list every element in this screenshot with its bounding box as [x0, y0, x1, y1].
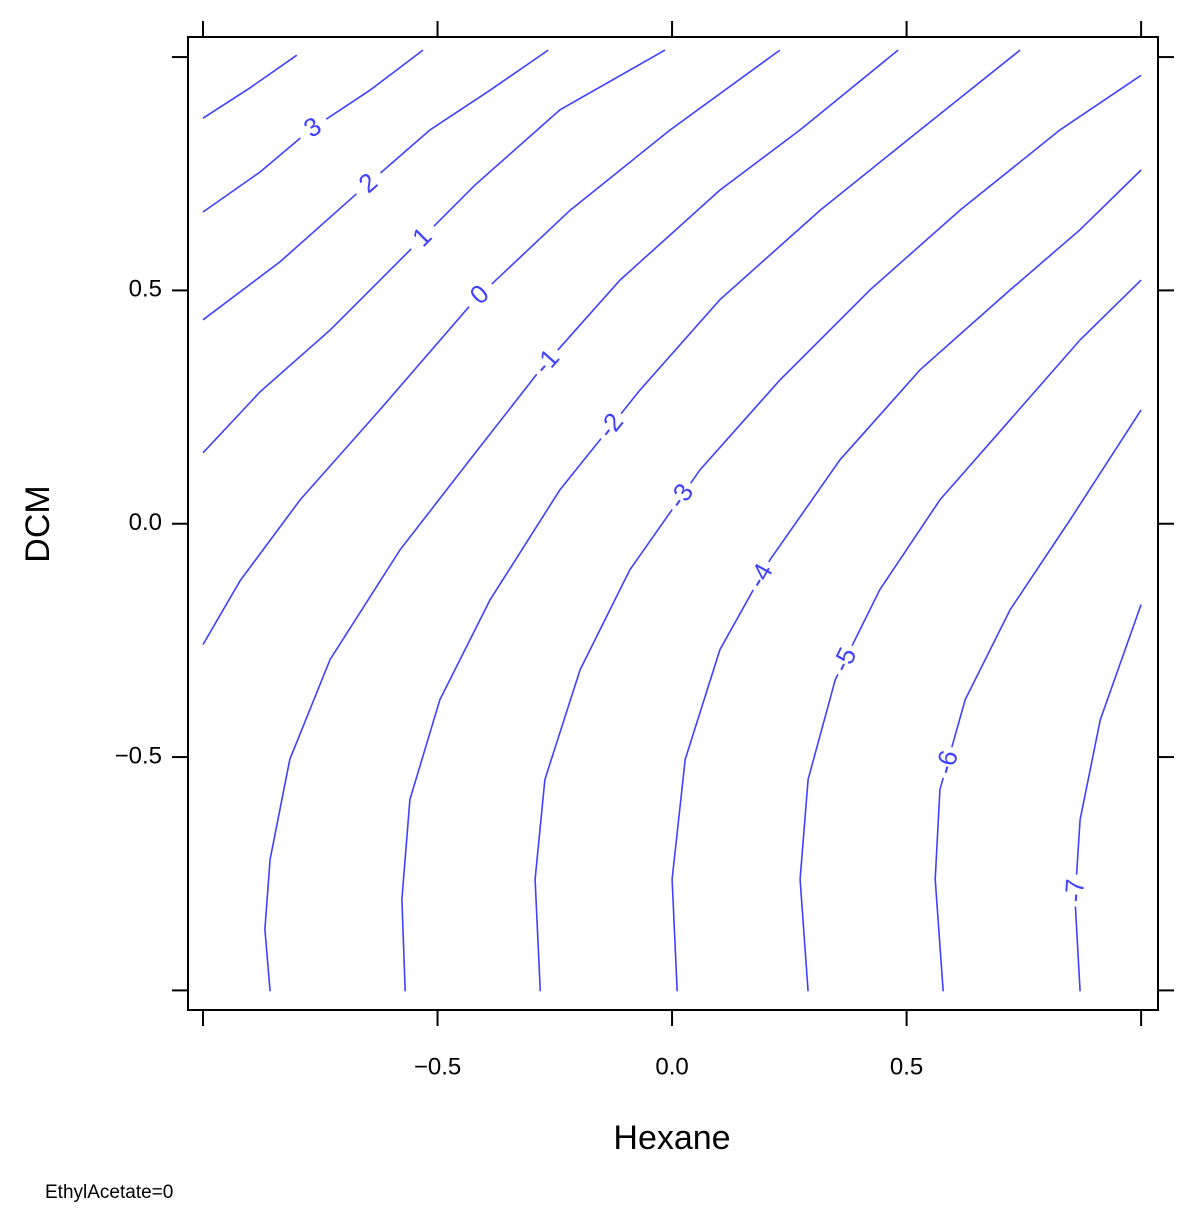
- x-tick-label: 0.5: [890, 1053, 923, 1080]
- contour-label-bg: [1061, 873, 1090, 908]
- contour-label-bg: [459, 274, 501, 316]
- contour-label-group: 1: [401, 216, 444, 259]
- x-axis-title: Hexane: [613, 1119, 730, 1157]
- footnote: EthylAcetate=0: [45, 1182, 173, 1203]
- y-tick-label: −0.5: [115, 742, 162, 769]
- contour-line: [202, 49, 666, 454]
- contour-line: [202, 49, 781, 646]
- contour-line: [671, 169, 1142, 992]
- contour-label-bg: [826, 639, 864, 681]
- contour-line: [202, 49, 549, 321]
- contour-label-bg: [930, 743, 965, 782]
- y-axis-title: DCM: [19, 485, 57, 562]
- contour-label-group: 0: [459, 274, 501, 316]
- contour-label-bg: [401, 216, 444, 259]
- contour-line: [401, 49, 1021, 992]
- contour-label-bg: [741, 555, 781, 597]
- contour-line: [202, 54, 298, 119]
- x-tick-label: −0.5: [414, 1053, 461, 1080]
- y-tick-label: 0.0: [129, 509, 162, 536]
- contour-label: -7: [1059, 878, 1090, 903]
- contour-label-bg: [526, 341, 568, 383]
- contour-line: [534, 74, 1142, 992]
- y-tick-label: 0.5: [129, 276, 162, 303]
- x-tick-label: 0.0: [655, 1053, 688, 1080]
- contour-label-bg: [292, 108, 334, 148]
- contour-label-bg: [661, 475, 702, 517]
- contour-line: [799, 279, 1142, 992]
- contour-label-bg: [590, 405, 632, 447]
- contour-label-group: 3: [292, 108, 334, 148]
- contour-label-group: -7: [1059, 873, 1090, 908]
- contour-line: [934, 409, 1142, 992]
- contour-label-group: 2: [347, 163, 390, 204]
- contour-label-group: -6: [929, 743, 965, 782]
- contour-line: [264, 49, 899, 992]
- contour-label-bg: [347, 163, 390, 204]
- contour-line: [1074, 604, 1142, 992]
